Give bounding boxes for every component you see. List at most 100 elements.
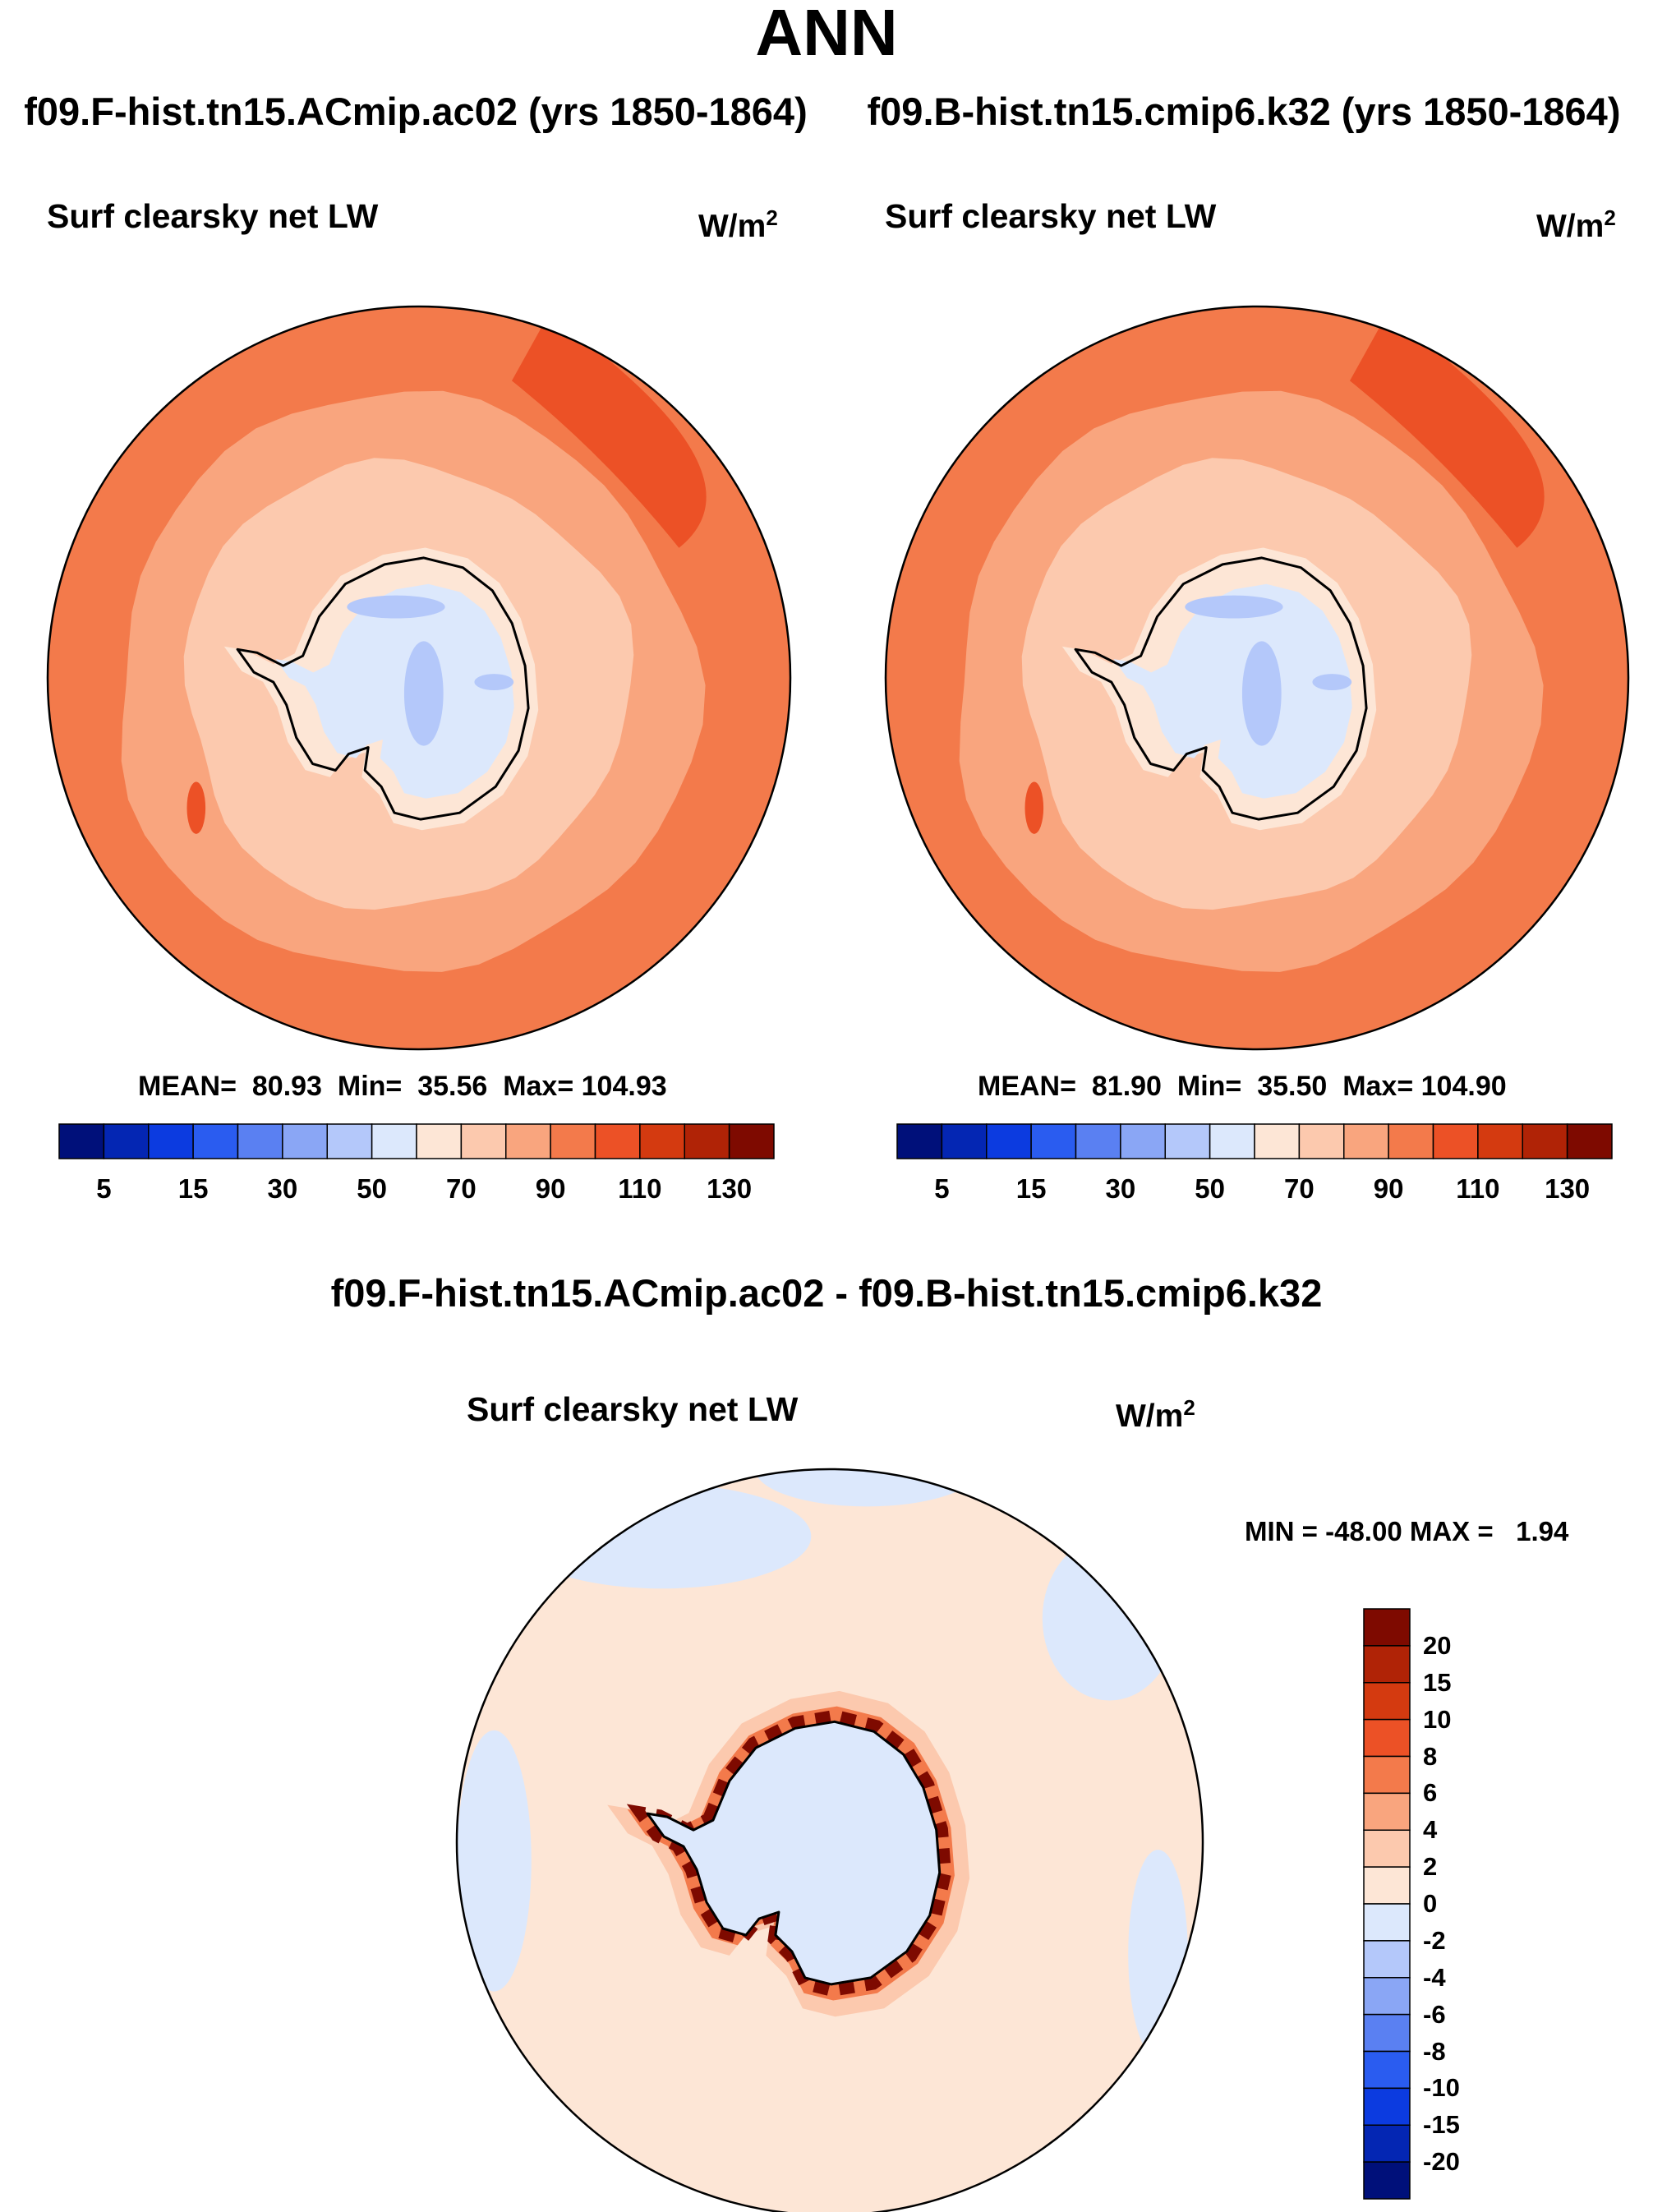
colorbar-swatch bbox=[1363, 1682, 1411, 1721]
colorbar-swatch bbox=[1363, 2013, 1411, 2053]
colorbar-tick-label: -15 bbox=[1423, 2110, 1460, 2140]
colorbar-tick-label: 0 bbox=[1423, 1889, 1438, 1918]
left-unit-label: W/m2 bbox=[698, 205, 778, 244]
colorbar-tick-label: 15 bbox=[1015, 1173, 1047, 1204]
colorbar-swatch bbox=[941, 1123, 988, 1159]
colorbar-swatch bbox=[371, 1123, 417, 1159]
colorbar-swatch bbox=[1363, 1903, 1411, 1942]
colorbar-tick-label: 70 bbox=[446, 1173, 477, 1204]
colorbar-tick-label: 6 bbox=[1423, 1778, 1438, 1808]
colorbar-left bbox=[58, 1123, 775, 1159]
colorbar-swatch bbox=[1209, 1123, 1255, 1159]
region-local-maximum bbox=[1350, 314, 1545, 548]
colorbar-swatch bbox=[416, 1123, 463, 1159]
colorbar-swatch bbox=[1254, 1123, 1301, 1159]
diff-unit-label: W/m2 bbox=[1116, 1395, 1195, 1434]
diff-variable-label: Surf clearsky net LW bbox=[467, 1390, 799, 1428]
colorbar-swatch bbox=[1120, 1123, 1166, 1159]
left-stats: MEAN= 80.93 Min= 35.56 Max= 104.93 bbox=[138, 1071, 667, 1102]
colorbar-tick-label: 20 bbox=[1423, 1630, 1452, 1660]
colorbar-swatch bbox=[1343, 1123, 1389, 1159]
colorbar-tick-label: 90 bbox=[1373, 1173, 1404, 1204]
colorbar-swatch bbox=[1363, 1866, 1411, 1905]
left-variable-label: Surf clearsky net LW bbox=[47, 197, 379, 235]
colorbar-tick-label: 8 bbox=[1423, 1741, 1438, 1771]
left-run-title: f09.F-hist.tn15.ACmip.ac02 (yrs 1850-186… bbox=[24, 90, 808, 133]
region-plateau-minimum bbox=[347, 595, 445, 619]
colorbar-tick-label: 70 bbox=[1284, 1173, 1315, 1204]
region-plateau-minimum bbox=[1312, 674, 1352, 691]
colorbar-swatch bbox=[148, 1123, 194, 1159]
colorbar-swatch bbox=[1363, 2161, 1411, 2200]
region-mid-latitude-patch bbox=[1042, 1536, 1177, 1701]
region-antarctic-interior bbox=[275, 583, 514, 799]
colorbar-swatch bbox=[1363, 1940, 1411, 1979]
colorbar-tick-label: 10 bbox=[1423, 1704, 1452, 1734]
region-antarctic-continent bbox=[647, 1721, 940, 1984]
right-stats: MEAN= 81.90 Min= 35.50 Max= 104.90 bbox=[978, 1071, 1507, 1102]
colorbar-tick-label: 30 bbox=[1105, 1173, 1136, 1204]
colorbar-tick-label: 2 bbox=[1423, 1852, 1438, 1882]
colorbar-swatch bbox=[639, 1123, 685, 1159]
colorbar-swatch bbox=[103, 1123, 150, 1159]
map-border bbox=[46, 305, 792, 1051]
colorbar-swatch bbox=[684, 1123, 730, 1159]
coastline bbox=[236, 556, 530, 821]
colorbar-tick-label: 110 bbox=[1456, 1173, 1500, 1204]
colorbar-swatch bbox=[505, 1123, 551, 1159]
region-mid-latitude-patch bbox=[513, 1484, 812, 1589]
region-mid-latitude-patch bbox=[457, 1730, 532, 1992]
colorbar-tick-label: -10 bbox=[1423, 2073, 1460, 2103]
colorbar-swatch bbox=[1522, 1123, 1568, 1159]
colorbar-swatch bbox=[550, 1123, 596, 1159]
colorbar-swatch bbox=[728, 1123, 775, 1159]
colorbar-tick-label: 30 bbox=[267, 1173, 298, 1204]
colorbar-swatch bbox=[1363, 2087, 1411, 2126]
colorbar-swatch bbox=[58, 1123, 105, 1159]
map-left bbox=[46, 305, 792, 1051]
colorbar-swatch bbox=[1363, 1977, 1411, 2016]
colorbar-tick-label: -2 bbox=[1423, 1925, 1446, 1955]
colorbar-swatch bbox=[1030, 1123, 1077, 1159]
colorbar-tick-label: 130 bbox=[707, 1173, 753, 1204]
colorbar-swatch bbox=[1363, 1645, 1411, 1684]
map-border bbox=[455, 1468, 1204, 2212]
map-border bbox=[884, 305, 1630, 1051]
colorbar-swatch bbox=[1388, 1123, 1434, 1159]
colorbar-tick-label: 15 bbox=[1423, 1667, 1452, 1697]
colorbar-swatch bbox=[1566, 1123, 1613, 1159]
colorbar-swatch bbox=[986, 1123, 1032, 1159]
colorbar-swatch bbox=[282, 1123, 328, 1159]
colorbar-right bbox=[896, 1123, 1613, 1159]
colorbar-swatch bbox=[1075, 1123, 1121, 1159]
colorbar-swatch bbox=[460, 1123, 507, 1159]
colorbar-tick-label: 90 bbox=[535, 1173, 566, 1204]
colorbar-swatch bbox=[1363, 2124, 1411, 2163]
region-antarctic-interior bbox=[1113, 583, 1352, 799]
region-local-maximum bbox=[186, 781, 206, 834]
colorbar-tick-label: 5 bbox=[96, 1173, 112, 1204]
page-title: ANN bbox=[755, 0, 898, 69]
region-plateau-minimum bbox=[403, 641, 444, 746]
colorbar-swatch bbox=[326, 1123, 373, 1159]
difference-title: f09.F-hist.tn15.ACmip.ac02 - f09.B-hist.… bbox=[330, 1271, 1323, 1315]
colorbar-swatch bbox=[1363, 2050, 1411, 2090]
colorbar-swatch bbox=[1363, 1718, 1411, 1758]
colorbar-swatch bbox=[1363, 1792, 1411, 1831]
colorbar-tick-label: -20 bbox=[1423, 2147, 1460, 2177]
map-fill-left bbox=[48, 306, 790, 1049]
coastline bbox=[646, 1720, 942, 1986]
colorbar-tick-label: 5 bbox=[934, 1173, 950, 1204]
right-unit-label: W/m2 bbox=[1536, 205, 1616, 244]
map-fill-right bbox=[886, 306, 1628, 1049]
map-difference bbox=[455, 1468, 1204, 2212]
colorbar-swatch bbox=[1477, 1123, 1523, 1159]
colorbar-swatch bbox=[1363, 1829, 1411, 1868]
colorbar-swatch bbox=[192, 1123, 239, 1159]
colorbar-tick-label: 4 bbox=[1423, 1815, 1438, 1845]
colorbar-tick-label: -4 bbox=[1423, 1962, 1446, 1992]
region-local-maximum bbox=[512, 314, 707, 548]
colorbar-swatch bbox=[1164, 1123, 1211, 1159]
region-local-maximum bbox=[1024, 781, 1044, 834]
colorbar-swatch bbox=[1298, 1123, 1345, 1159]
